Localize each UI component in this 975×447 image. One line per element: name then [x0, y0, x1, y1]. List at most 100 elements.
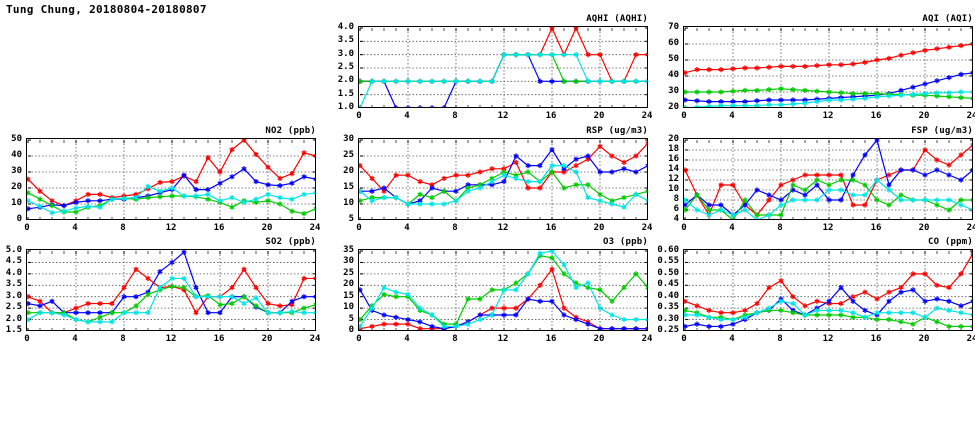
- plot-area-so2: [26, 249, 316, 331]
- y-tick-label: 0: [16, 214, 22, 224]
- x-tick-label: 24: [966, 334, 975, 344]
- y-tick-label: 4.0: [5, 267, 22, 278]
- x-tick-label: 12: [497, 223, 509, 233]
- x-tick-label: 12: [165, 334, 177, 344]
- y-tick-label: 4.5: [5, 256, 22, 267]
- y-tick-label: 50: [11, 134, 22, 144]
- plot-area-co: [683, 249, 973, 331]
- plot-area-fsp: [683, 138, 973, 220]
- x-tick-label: 16: [213, 223, 225, 233]
- plot-area-rsp: [358, 138, 648, 220]
- plot-area-no2: [26, 138, 316, 220]
- x-tick-label: 12: [497, 334, 509, 344]
- y-tick-label: 16: [668, 154, 679, 164]
- y-tick-label: 4.0: [337, 22, 354, 32]
- x-tick-label: 4: [404, 223, 410, 233]
- x-tick-label: 20: [593, 111, 605, 121]
- x-tick-label: 24: [309, 223, 321, 233]
- panel-rsp: RSP (ug/m3) 5 10 15 20 25 30 0 4 8 12 16 20 24: [343, 126, 652, 233]
- x-tick-label: 8: [452, 223, 458, 233]
- y-tick-label: 14: [668, 164, 679, 174]
- y-tick-label: 2.5: [337, 62, 354, 72]
- series-blue: [359, 52, 647, 107]
- series-blue: [684, 284, 972, 330]
- x-tick-label: 4: [404, 334, 410, 344]
- x-tick-label: 4: [729, 223, 735, 233]
- y-tick-label: 2.0: [5, 313, 22, 324]
- y-tick-label: 20: [668, 102, 679, 112]
- y-tick-label: 0.50: [657, 267, 679, 278]
- y-tick-label: 20: [11, 182, 22, 192]
- y-tick-label: 40: [668, 70, 679, 80]
- series-red: [684, 42, 972, 76]
- panel-co: CO (ppm) 0.25 0.30 0.35 0.40 0.45 0.50 0.55 0.60…: [657, 237, 975, 344]
- x-tick-label: 20: [593, 334, 605, 344]
- plot-area-aqhi: [358, 26, 648, 108]
- x-tick-label: 0: [356, 111, 362, 121]
- panel-aqhi: AQHI (AQHI) 1.0 1.5 2.0 2.5 3.0 3.5 4.0 0 4 8 12 16 2…: [338, 14, 653, 121]
- plot-area-aqi: [683, 26, 973, 108]
- x-tick-label: 12: [497, 111, 509, 121]
- series-blue: [684, 139, 972, 218]
- x-tick-label: 20: [593, 223, 605, 233]
- panel-no2: NO2 (ppb) 0 10 20 30 40 50 0 4 8 12 16 20 24: [11, 126, 320, 233]
- x-tick-label: 0: [24, 334, 30, 344]
- y-tick-label: 0: [348, 325, 354, 335]
- x-tick-label: 20: [918, 334, 930, 344]
- chart-title-aqi: AQI (AQI): [922, 14, 973, 24]
- x-tick-label: 8: [452, 111, 458, 121]
- y-tick-label: 18: [668, 144, 679, 154]
- y-tick-label: 3.0: [337, 48, 354, 59]
- y-tick-label: 40: [11, 150, 22, 160]
- x-tick-label: 12: [822, 111, 834, 121]
- x-tick-label: 4: [72, 334, 78, 344]
- y-tick-label: 60: [668, 38, 679, 48]
- y-tick-label: 0.55: [657, 256, 679, 267]
- y-tick-label: 12: [668, 174, 679, 184]
- x-tick-label: 8: [120, 223, 126, 233]
- y-tick-label: 20: [668, 134, 679, 144]
- x-tick-label: 24: [641, 223, 653, 233]
- chart-title-co: CO (ppm): [928, 237, 973, 247]
- x-tick-label: 4: [729, 334, 735, 344]
- y-tick-label: 1.0: [337, 102, 354, 112]
- series-blue: [27, 250, 315, 316]
- x-tick-label: 24: [641, 111, 653, 121]
- x-tick-label: 16: [545, 111, 557, 121]
- x-tick-label: 16: [545, 334, 557, 344]
- panel-so2: SO2 (ppb) 1.5 2.0 2.5 3.0 3.5 4.0 4.5 5.0 0 4 8 12 16…: [6, 237, 321, 344]
- y-tick-label: 25: [343, 150, 354, 160]
- panel-o3: O3 (ppb) 0 5 10 15 20 25 30 35 0 4 8 12 16 20 24: [343, 237, 652, 344]
- y-tick-label: 4: [673, 214, 679, 224]
- y-tick-label: 30: [668, 86, 679, 96]
- y-tick-label: 15: [343, 290, 354, 301]
- x-tick-label: 12: [165, 223, 177, 233]
- x-tick-label: 0: [681, 111, 687, 121]
- y-tick-label: 3.0: [5, 290, 22, 301]
- chart-title-so2: SO2 (ppb): [265, 237, 316, 247]
- x-tick-label: 12: [822, 334, 834, 344]
- series-red: [684, 251, 972, 316]
- x-tick-label: 8: [452, 334, 458, 344]
- panel-aqi: AQI (AQI) 20 30 40 50 60 70 0 4 8 12 16 20 24: [668, 14, 975, 121]
- x-tick-label: 16: [870, 223, 882, 233]
- chart-title-fsp: FSP (ug/m3): [911, 126, 973, 136]
- y-tick-label: 10: [668, 184, 679, 194]
- x-tick-label: 20: [261, 334, 273, 344]
- y-tick-label: 0.35: [657, 302, 679, 313]
- x-tick-label: 24: [966, 111, 975, 121]
- x-tick-label: 4: [404, 111, 410, 121]
- y-tick-label: 0.40: [657, 290, 679, 301]
- y-tick-label: 10: [11, 198, 22, 208]
- y-tick-label: 8: [673, 194, 679, 204]
- page-title: Tung Chung, 20180804-20180807: [6, 3, 207, 16]
- y-tick-label: 20: [343, 279, 354, 290]
- x-tick-label: 20: [918, 223, 930, 233]
- y-tick-label: 0.25: [657, 325, 679, 335]
- x-tick-label: 16: [545, 223, 557, 233]
- y-tick-label: 30: [11, 166, 22, 176]
- series-cyan: [27, 275, 315, 325]
- series-red: [27, 266, 315, 316]
- y-tick-label: 20: [343, 166, 354, 176]
- panel-fsp: FSP (ug/m3) 4 6 8 10 12 14 16 18 20 0 4 8 12 16 20 24: [668, 126, 975, 233]
